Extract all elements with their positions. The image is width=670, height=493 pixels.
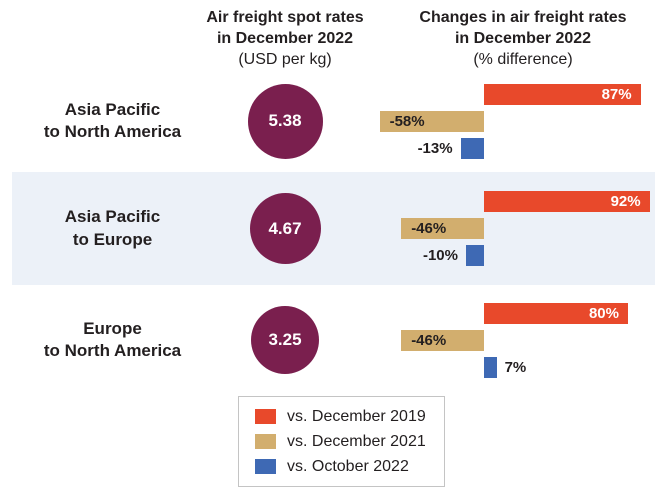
chart-row-asia-pacific-to-europe: Asia Pacific to Europe 4.67 92% -46% -10% bbox=[0, 172, 670, 285]
bar-vs-october-2022 bbox=[484, 356, 497, 378]
spot-rates-header-line2: in December 2022 bbox=[216, 29, 354, 47]
legend-item-vs-december-2019: vs. December 2019 bbox=[255, 408, 444, 426]
legend-swatch-icon bbox=[255, 459, 276, 474]
bar-value-label: 7% bbox=[504, 358, 527, 376]
spot-rate-bubble: 5.38 bbox=[247, 83, 323, 159]
bar-vs-december-2021: -58% bbox=[379, 110, 484, 132]
legend: vs. December 2019 vs. December 2021 vs. Oc… bbox=[238, 396, 445, 487]
route-label-line: to Europe bbox=[72, 229, 153, 249]
legend-swatch-icon bbox=[255, 434, 276, 449]
bar-vs-october-2022 bbox=[460, 137, 484, 159]
route-label-line: Asia Pacific bbox=[64, 207, 161, 227]
bars-group: 87% -58% -13% bbox=[345, 83, 670, 159]
barline-vs-october-2022: -13% bbox=[345, 137, 670, 159]
barline-vs-december-2019: 87% bbox=[345, 83, 670, 105]
bar-value-label: -13% bbox=[417, 139, 453, 157]
barline-vs-december-2021: -46% bbox=[345, 329, 670, 351]
route-label: Asia Pacific to Europe bbox=[0, 206, 225, 250]
bar-value-label: -46% bbox=[411, 331, 447, 349]
legend-swatch-icon bbox=[255, 409, 276, 424]
bar-value-label: -10% bbox=[422, 247, 458, 264]
route-label-line: to North America bbox=[43, 341, 182, 360]
bar-vs-december-2019: 87% bbox=[484, 83, 641, 105]
route-label: Asia Pacific to North America bbox=[0, 99, 225, 143]
legend-label: vs. December 2021 bbox=[287, 432, 426, 450]
bars-group: 92% -46% -10% bbox=[345, 191, 670, 266]
changes-header-unit: (% difference) bbox=[473, 50, 573, 68]
bar-vs-december-2019: 92% bbox=[484, 191, 650, 212]
barline-vs-december-2021: -46% bbox=[345, 218, 670, 239]
barline-vs-october-2022: 7% bbox=[345, 356, 670, 378]
legend-label: vs. December 2019 bbox=[287, 407, 426, 425]
chart-rows: Asia Pacific to North America 5.38 87% -58% -… bbox=[0, 70, 670, 395]
changes-header-line1: Changes in air freight rates bbox=[419, 9, 627, 26]
bar-value-label: 87% bbox=[601, 85, 632, 103]
spot-rate-bubble-cell: 3.25 bbox=[225, 306, 345, 374]
spot-rate-bubble: 3.25 bbox=[251, 306, 319, 374]
barline-vs-december-2021: -58% bbox=[345, 110, 670, 132]
bar-vs-december-2021: -46% bbox=[401, 329, 484, 351]
legend-item-vs-october-2022: vs. October 2022 bbox=[255, 458, 444, 476]
legend-label: vs. October 2022 bbox=[287, 457, 409, 475]
spot-rate-bubble: 4.67 bbox=[249, 193, 321, 264]
changes-header-line2: in December 2022 bbox=[454, 29, 592, 47]
spot-rates-column-header: Air freight spot rates in December 2022 … bbox=[158, 8, 412, 70]
chart-row-asia-pacific-to-north-america: Asia Pacific to North America 5.38 87% -58% -… bbox=[0, 70, 670, 172]
bars-group: 80% -46% 7% bbox=[345, 302, 670, 378]
spot-rates-header-unit: (USD per kg) bbox=[238, 50, 332, 68]
bar-value-label: 92% bbox=[610, 193, 641, 210]
route-label-line: to North America bbox=[43, 122, 182, 141]
route-label: Europe to North America bbox=[0, 318, 225, 362]
chart-row-europe-to-north-america: Europe to North America 3.25 80% -46% 7% bbox=[0, 285, 670, 395]
barline-vs-october-2022: -10% bbox=[345, 245, 670, 266]
bar-vs-december-2019: 80% bbox=[484, 302, 628, 324]
spot-rate-bubble-cell: 5.38 bbox=[225, 83, 345, 159]
bar-value-label: 80% bbox=[588, 304, 619, 322]
bar-vs-october-2022 bbox=[466, 245, 484, 266]
legend-item-vs-december-2021: vs. December 2021 bbox=[255, 433, 444, 451]
highlight-band bbox=[12, 172, 655, 285]
changes-column-header: Changes in air freight rates in December… bbox=[396, 8, 650, 70]
bar-vs-december-2021: -46% bbox=[401, 218, 484, 239]
spot-rate-bubble-cell: 4.67 bbox=[225, 193, 345, 264]
bar-value-label: -46% bbox=[411, 220, 447, 237]
route-label-line: Asia Pacific bbox=[64, 99, 161, 119]
spot-rates-header-line1: Air freight spot rates bbox=[206, 9, 364, 26]
barline-vs-december-2019: 92% bbox=[345, 191, 670, 212]
bar-value-label: -58% bbox=[389, 112, 425, 130]
route-label-line: Europe bbox=[83, 318, 142, 338]
barline-vs-december-2019: 80% bbox=[345, 302, 670, 324]
